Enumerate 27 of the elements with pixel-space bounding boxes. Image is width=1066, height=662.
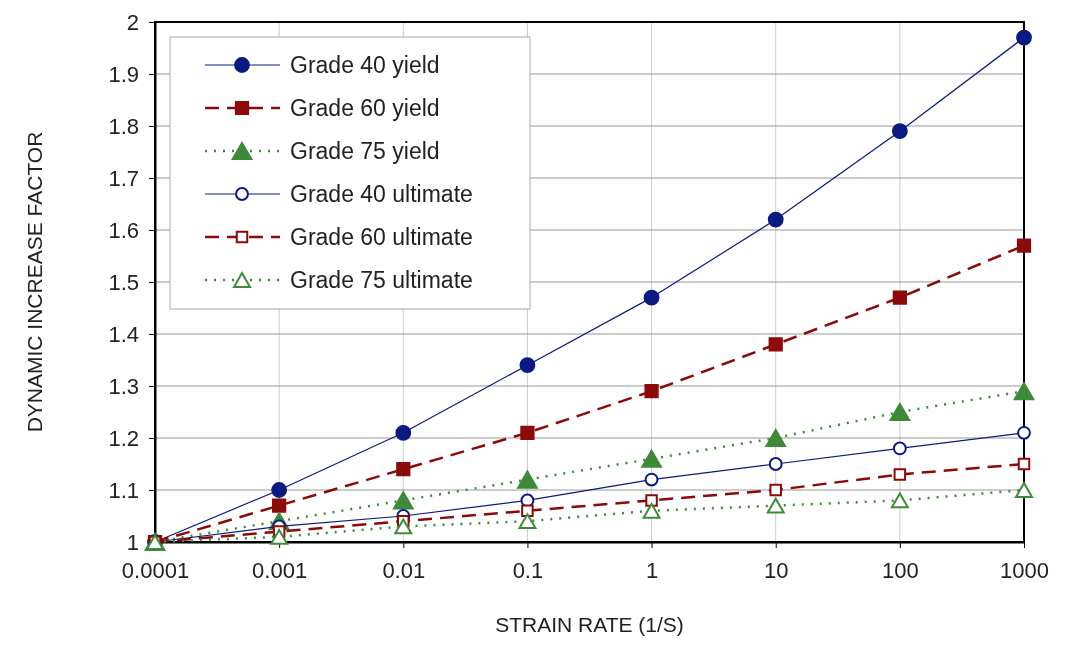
y-tick-label: 1.8	[108, 113, 139, 139]
y-tick-label: 2	[126, 9, 139, 35]
x-tick-label: 0.01	[382, 557, 426, 583]
x-tick-label: 10	[763, 557, 789, 583]
legend-label: Grade 60 yield	[290, 95, 440, 121]
y-tick-label: 1.1	[108, 477, 139, 503]
y-tick-label: 1.9	[108, 61, 139, 87]
y-tick-label: 1	[126, 529, 139, 555]
x-tick-label: 100	[882, 557, 919, 583]
legend-label: Grade 75 ultimate	[290, 267, 473, 293]
y-axis-title: DYNAMIC INCREASE FACTOR	[23, 131, 46, 433]
y-tick-label: 1.3	[108, 373, 139, 399]
x-tick-label: 1	[645, 557, 659, 583]
y-tick-label: 1.5	[108, 269, 139, 295]
y-tick-label: 1.6	[108, 217, 139, 243]
legend-label: Grade 40 yield	[290, 52, 440, 78]
x-tick-label: 0.1	[512, 557, 544, 583]
legend-label: Grade 75 yield	[290, 138, 440, 164]
legend-label: Grade 60 ultimate	[290, 224, 473, 250]
x-axis-title: STRAIN RATE (1/S)	[495, 613, 684, 636]
x-tick-label: 0.001	[252, 557, 308, 583]
y-tick-label: 1.2	[108, 425, 139, 451]
legend-label: Grade 40 ultimate	[290, 181, 473, 207]
y-tick-label: 1.7	[108, 165, 139, 191]
y-tick-label: 1.4	[108, 321, 139, 347]
x-tick-label: 1000	[1000, 557, 1049, 583]
x-tick-label: 0.0001	[121, 557, 190, 583]
